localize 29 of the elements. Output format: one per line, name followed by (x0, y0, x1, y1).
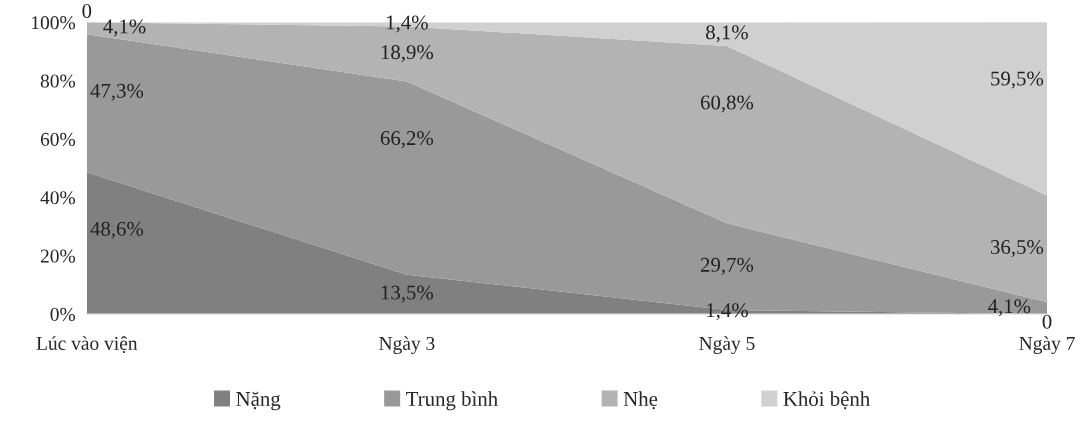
data-label: 36,5% (991, 239, 1044, 258)
data-label: 4,1% (988, 299, 1031, 317)
y-tick-label: 40% (40, 191, 76, 205)
x-tick-label: Ngày 3 (379, 336, 435, 354)
data-label: 8,1% (706, 25, 748, 43)
y-tick-label: 60% (40, 132, 76, 146)
legend-label: Nhẹ (623, 391, 658, 410)
data-label: 18,9% (381, 45, 434, 63)
x-tick-label: Lúc vào viện (36, 336, 138, 353)
data-label: 4,1% (103, 19, 146, 37)
data-label: 47,3% (90, 83, 144, 101)
legend-label: Khỏi bệnh (783, 391, 870, 410)
data-label: 0 (82, 4, 92, 19)
data-label: 0 (1042, 314, 1052, 329)
data-label: 48,6% (90, 221, 144, 239)
data-label: 60,8% (700, 95, 754, 113)
data-label: 29,7% (700, 257, 754, 275)
legend-label: Trung bình (406, 391, 498, 411)
y-tick-label: 100% (32, 16, 76, 30)
x-tick-label: Ngày 7 (1019, 336, 1075, 354)
data-label: 13,5% (381, 285, 434, 303)
data-label: 59,5% (991, 71, 1044, 89)
y-tick-label: 0% (50, 307, 76, 322)
y-tick-label: 80% (40, 74, 76, 88)
x-tick-label: Ngày 5 (699, 336, 755, 354)
legend-label: Nặng (236, 391, 281, 411)
y-tick-label: 20% (40, 249, 76, 263)
data-label: 1,4% (387, 15, 428, 33)
data-label: 66,2% (380, 131, 434, 149)
